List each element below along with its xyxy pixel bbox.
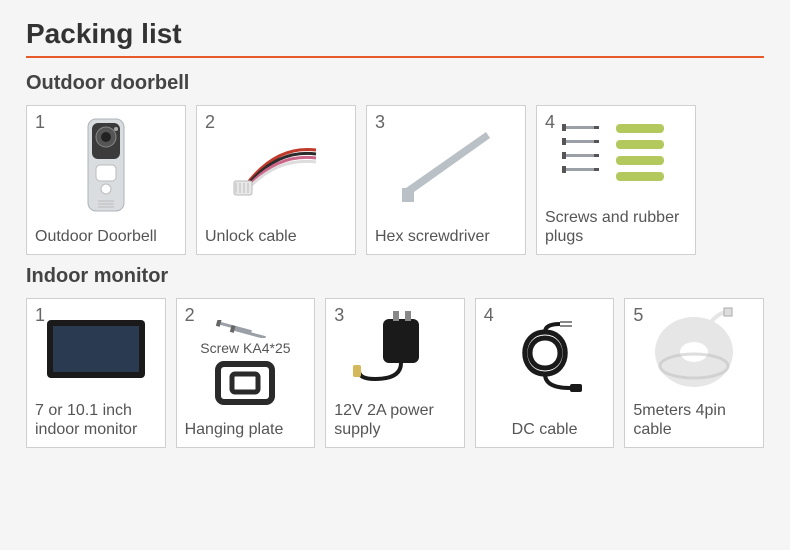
screws-plugs-icon bbox=[537, 106, 695, 205]
monitor-icon bbox=[27, 299, 165, 398]
card-number: 2 bbox=[185, 305, 195, 326]
card-power-supply: 3 12V 2A power supply bbox=[325, 298, 465, 448]
card-indoor-monitor: 1 7 or 10.1 inch indoor monitor bbox=[26, 298, 166, 448]
card-number: 1 bbox=[35, 305, 45, 326]
cable-icon bbox=[197, 106, 355, 224]
card-number: 5 bbox=[633, 305, 643, 326]
card-label: Screws and rubber plugs bbox=[537, 205, 695, 254]
card-number: 1 bbox=[35, 112, 45, 133]
card-number: 4 bbox=[545, 112, 555, 133]
card-4pin-cable: 5 5meters 4pin cable bbox=[624, 298, 764, 448]
card-dc-cable: 4 DC cable bbox=[475, 298, 615, 448]
card-number: 3 bbox=[334, 305, 344, 326]
card-screws-plugs: 4 Screws and rubber plugs bbox=[536, 105, 696, 255]
card-hanging-plate: 2 Screw KA4*25 Hanging plate bbox=[176, 298, 316, 448]
hexkey-icon bbox=[367, 106, 525, 224]
plate-icon: Screw KA4*25 bbox=[177, 299, 315, 417]
card-label: 12V 2A power supply bbox=[326, 398, 464, 447]
card-outdoor-doorbell: 1 Outdoor Doorbell bbox=[26, 105, 186, 255]
coil-icon bbox=[625, 299, 763, 398]
card-number: 4 bbox=[484, 305, 494, 326]
dccable-icon bbox=[476, 299, 614, 417]
card-number: 3 bbox=[375, 112, 385, 133]
card-unlock-cable: 2 Unlock cable bbox=[196, 105, 356, 255]
card-label: Unlock cable bbox=[197, 224, 355, 254]
card-label: Hanging plate bbox=[177, 417, 315, 447]
card-label: DC cable bbox=[476, 417, 614, 447]
card-label: 7 or 10.1 inch indoor monitor bbox=[27, 398, 165, 447]
adapter-icon bbox=[326, 299, 464, 398]
outdoor-row: 1 Outdoor Doorbell 2 bbox=[26, 105, 764, 255]
section-title-indoor: Indoor monitor bbox=[26, 265, 764, 288]
section-title-outdoor: Outdoor doorbell bbox=[26, 72, 764, 95]
doorbell-icon bbox=[27, 106, 185, 224]
card-number: 2 bbox=[205, 112, 215, 133]
card-label: Hex screwdriver bbox=[367, 224, 525, 254]
card-hex-screwdriver: 3 Hex screwdriver bbox=[366, 105, 526, 255]
card-label: 5meters 4pin cable bbox=[625, 398, 763, 447]
page-title: Packing list bbox=[26, 18, 764, 58]
indoor-row: 1 7 or 10.1 inch indoor monitor 2 Screw … bbox=[26, 298, 764, 448]
card-label: Outdoor Doorbell bbox=[27, 224, 185, 254]
upper-label: Screw KA4*25 bbox=[200, 340, 290, 356]
